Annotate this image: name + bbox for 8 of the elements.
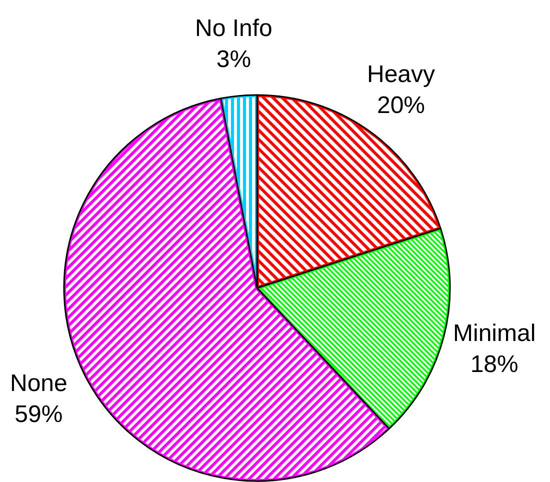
data-label: 20% xyxy=(376,92,426,120)
slice-label: No Info xyxy=(195,15,272,42)
data-label: 59% xyxy=(14,401,63,428)
slice-label: Minimal xyxy=(453,320,536,347)
data-label: 3% xyxy=(216,46,252,74)
slice-label: Heavy xyxy=(367,61,436,88)
slice-label: None xyxy=(10,370,68,397)
data-label: 18% xyxy=(470,351,518,378)
